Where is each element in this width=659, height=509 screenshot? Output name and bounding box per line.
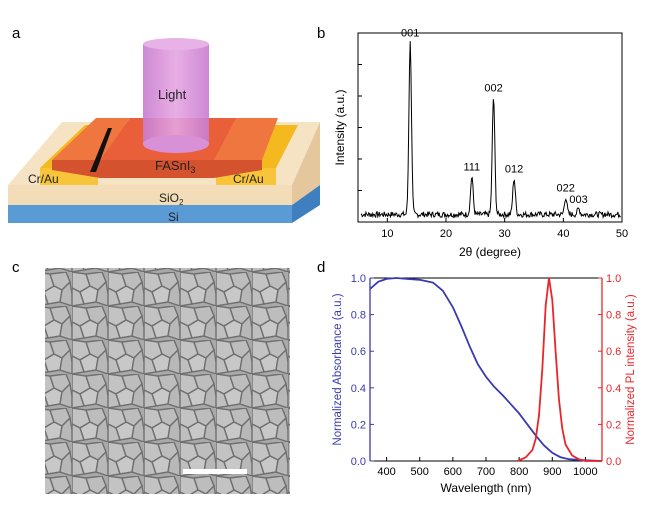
optical-chart: 400 500 600 700 800 900 1000 0.0 0.0 0.2 0.2 0.4 0.4… (332, 273, 637, 495)
optical-x-tick-label: 400 (377, 466, 395, 478)
panel-b-label: b (317, 25, 325, 42)
optical-x-tick-label: 900 (543, 466, 561, 478)
xrd-pattern-line (360, 41, 621, 220)
optical-right-tick-label: 0.2 (606, 419, 621, 431)
optical-left-tick-label: 0.2 (351, 419, 366, 431)
optical-right-tick-label: 0.0 (606, 456, 621, 468)
xrd-peak-label: 003 (569, 194, 587, 206)
light-spot (143, 135, 209, 153)
xrd-y-axis-label: Intensity (a.u.) (333, 89, 347, 165)
xrd-chart: 10 20 30 40 50 2θ (degree) Intensity (a.u.) 001… (333, 27, 628, 259)
xrd-x-tick-label: 50 (616, 228, 628, 240)
xrd-peak-label: 022 (557, 182, 575, 194)
optical-x-tick-label: 600 (444, 466, 462, 478)
si-layer-side (292, 185, 320, 223)
si-layer-front (8, 205, 292, 223)
scale-bar (183, 469, 247, 474)
panel-a-label: a (12, 25, 21, 42)
xrd-peak-label: 002 (484, 82, 502, 94)
xrd-peak-label: 012 (505, 164, 523, 176)
light-beam-top (143, 38, 209, 50)
optical-left-tick-label: 0.4 (351, 383, 366, 395)
optical-right-tick-label: 0.6 (606, 346, 621, 358)
optical-right-axis-label: Normalized PL intensity (a.u.) (625, 294, 637, 445)
sem-image (45, 268, 290, 494)
substrate-label: Si (168, 210, 179, 224)
optical-right-tick-label: 0.8 (606, 310, 621, 322)
optical-x-tick-label: 700 (477, 466, 495, 478)
device-schematic (8, 38, 320, 223)
optical-left-axis-label: Normalized Absorbance (a.u.) (332, 293, 344, 445)
contact-right-label: Cr/Au (233, 172, 264, 186)
contact-left-label: Cr/Au (28, 172, 59, 186)
optical-series-absorbance (369, 277, 603, 462)
oxide-label: SiO2 (159, 191, 184, 207)
optical-left-tick-label: 0.8 (351, 310, 366, 322)
optical-right-tick-label: 1.0 (606, 273, 621, 285)
optical-x-tick-label: 800 (510, 466, 528, 478)
xrd-peak-label: 111 (463, 162, 480, 174)
film-front (52, 160, 262, 178)
optical-left-tick-label: 0.0 (351, 456, 366, 468)
sio2-layer-front (8, 185, 292, 205)
light-label: Light (158, 87, 187, 102)
xrd-x-axis-label: 2θ (degree) (459, 245, 521, 259)
optical-right-tick-label: 0.4 (606, 383, 621, 395)
xrd-peak-label: 001 (401, 27, 419, 39)
sio2-layer-side (292, 122, 320, 205)
optical-series-pl (517, 277, 602, 462)
panel-d-label: d (317, 259, 325, 276)
optical-x-tick-label: 1000 (573, 466, 597, 478)
optical-x-axis-label: Wavelength (nm) (441, 481, 532, 495)
light-beam (143, 44, 209, 144)
channel-gap (90, 128, 112, 172)
optical-left-tick-label: 1.0 (351, 273, 366, 285)
panel-c-label: c (12, 259, 20, 276)
xrd-x-tick-label: 30 (499, 228, 511, 240)
xrd-x-tick-label: 40 (557, 228, 569, 240)
optical-x-tick-label: 500 (411, 466, 429, 478)
optical-left-tick-label: 0.6 (351, 346, 366, 358)
film-label: FASnI3 (155, 158, 195, 175)
xrd-x-tick-label: 20 (440, 228, 452, 240)
xrd-x-tick-label: 10 (381, 228, 393, 240)
